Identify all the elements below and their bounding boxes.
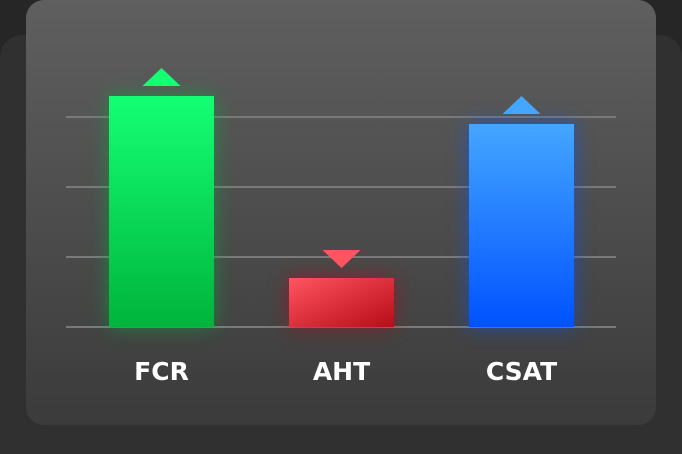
bar: [289, 278, 394, 327]
trend-arrow-up: [142, 68, 181, 86]
bar: [109, 96, 214, 327]
x-tick-label: CSAT: [486, 357, 557, 386]
trend-arrow-up: [502, 96, 541, 114]
x-tick-label: FCR: [134, 357, 189, 386]
x-tick-label: AHT: [313, 357, 370, 386]
bar: [469, 124, 574, 327]
trend-arrow-down: [322, 250, 361, 268]
